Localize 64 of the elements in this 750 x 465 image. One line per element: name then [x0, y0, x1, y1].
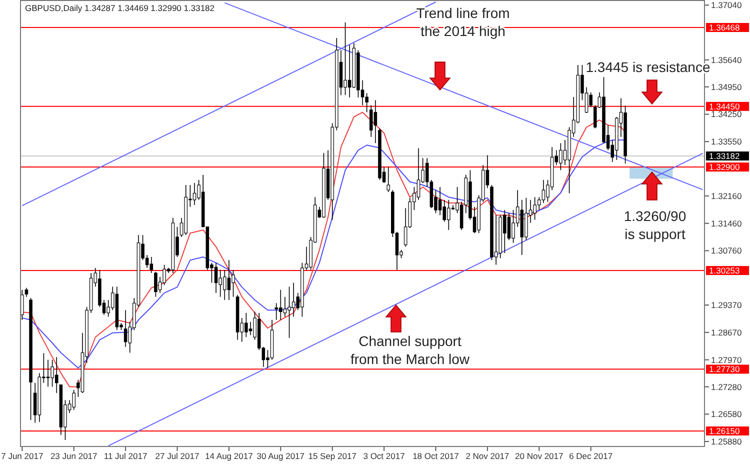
candlestick — [214, 262, 218, 294]
candlestick — [288, 286, 291, 338]
ref-line-label: 1.36468 — [709, 22, 740, 32]
candlestick — [374, 100, 378, 144]
y-tick-label: 1.27280 — [711, 382, 742, 392]
annotation: Channel support from the March low — [350, 333, 470, 367]
y-tick-label: 1.37040 — [711, 0, 742, 10]
x-tick-label: 7 Jun 2017 — [1, 451, 44, 461]
x-tick-label: 2 Nov 2017 — [466, 451, 510, 461]
candlestick — [348, 44, 352, 98]
candlestick — [542, 180, 546, 204]
candlestick — [292, 282, 296, 318]
y-tick-label: 1.27970 — [711, 354, 742, 365]
y-tick-label: 1.28670 — [711, 327, 742, 338]
x-tick-label: 20 Nov 2017 — [515, 451, 564, 461]
candlestick — [72, 390, 76, 410]
x-tick-label: 27 Jul 2017 — [155, 451, 200, 461]
candlestick — [192, 182, 196, 206]
candlestick — [344, 22, 347, 96]
ref-line-label: 1.32900 — [709, 162, 740, 172]
x-tick-label: 23 Jun 2017 — [50, 451, 98, 461]
ref-line-label: 1.26150 — [709, 426, 740, 436]
y-tick-label: 1.34950 — [711, 82, 742, 92]
line-series — [22, 140, 626, 369]
ref-line-label: 1.33182 — [709, 150, 740, 161]
y-tick-label: 1.30760 — [711, 246, 742, 256]
x-tick-label: 6 Dec 2017 — [569, 451, 613, 461]
candlestick — [154, 271, 158, 298]
candlestick — [54, 356, 58, 394]
y-tick-label: 1.34250 — [711, 109, 742, 120]
y-tick-label: 1.32160 — [711, 190, 742, 201]
chart-title: GBPUSD,Daily 1.34287 1.34469 1.32990 1.33182 — [25, 3, 215, 13]
candlestick — [283, 296, 287, 318]
x-tick-label: 11 Jul 2017 — [104, 451, 148, 461]
x-tick-label: 3 Oct 2017 — [363, 451, 406, 461]
ref-line-label: 1.34450 — [709, 101, 740, 112]
ref-line-label: 1.27730 — [709, 364, 740, 374]
x-tick-label: 14 Aug 2017 — [205, 451, 254, 461]
x-tick-label: 30 Aug 2017 — [256, 451, 305, 461]
candlestick — [365, 92, 368, 113]
candlestick — [227, 260, 231, 300]
candlestick — [416, 148, 420, 200]
candlestick — [124, 310, 128, 348]
candlestick — [369, 104, 373, 138]
candlestick — [20, 289, 24, 320]
candlestick — [386, 166, 390, 192]
y-tick-label: 1.25880 — [711, 436, 742, 446]
candlestick — [248, 321, 252, 336]
candlestick — [507, 212, 511, 241]
y-tick-label: 1.35640 — [711, 54, 742, 65]
annotation: 1.3260/90 is support — [624, 208, 686, 242]
candlestick — [438, 186, 442, 216]
x-tick-label: 18 Oct 2017 — [412, 451, 460, 461]
x-tick-label: 15 Sep 2017 — [308, 451, 357, 461]
candlestick — [150, 256, 154, 274]
candlestick — [232, 269, 235, 298]
ref-line-label: 1.30253 — [709, 266, 740, 276]
annotation: Trend line from the 2014 high — [416, 5, 510, 39]
y-tick-label: 1.26580 — [711, 409, 742, 420]
y-tick-label: 1.33550 — [711, 136, 742, 147]
y-tick-label: 1.29370 — [711, 300, 742, 310]
y-tick-label: 1.31460 — [711, 218, 742, 228]
candlestick — [46, 359, 50, 388]
line-series — [22, 112, 626, 388]
